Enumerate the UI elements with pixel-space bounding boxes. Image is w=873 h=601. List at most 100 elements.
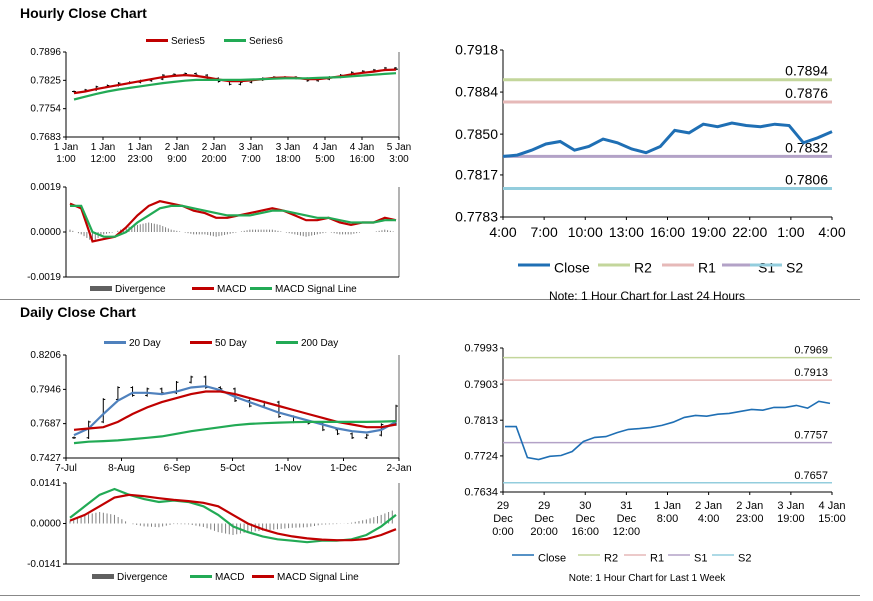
x-tick-label: 18:00 — [275, 154, 300, 165]
x-tick-label: 7:00 — [241, 154, 261, 165]
level-label-r2: 0.7969 — [794, 345, 828, 357]
level-label-s2: 0.7657 — [794, 470, 828, 482]
y-tick-label: 0.0000 — [30, 519, 61, 530]
y-tick-label: 0.7724 — [464, 451, 498, 463]
y-tick-label: 0.7754 — [30, 104, 61, 115]
x-tick-label: 7-Jul — [55, 463, 77, 474]
x-tick-label: 20:00 — [201, 154, 226, 165]
legend-label-series6: Series6 — [249, 36, 283, 47]
level-label-s1: 0.7832 — [785, 139, 828, 155]
x-tick-label: 4:00 — [698, 513, 719, 525]
close-line — [502, 121, 833, 158]
legend-label-s1: S1 — [694, 553, 707, 565]
x-tick-label: 8:00 — [657, 513, 678, 525]
chart-note: Note: 1 Hour Chart for Last 1 Week — [569, 573, 727, 584]
y-tick-label: 0.7993 — [464, 343, 498, 355]
legend-label-r1: R1 — [650, 553, 664, 565]
legend-label-s2: S2 — [738, 553, 751, 565]
x-tick-label: 2 Jan — [202, 142, 226, 153]
x-tick-label: Dec — [617, 513, 637, 525]
y-tick-label: 0.7884 — [455, 84, 498, 100]
legend-label-r2: R2 — [634, 260, 652, 276]
legend-label-close: Close — [554, 260, 590, 276]
x-tick-label: 19:00 — [777, 513, 805, 525]
x-tick-label: 1 Jan — [654, 500, 681, 512]
level-label-r1: 0.7913 — [794, 367, 828, 379]
y-tick-label: 0.7634 — [464, 487, 498, 499]
x-tick-label: 5-Oct — [220, 463, 245, 474]
legend-label-macd: MACD — [215, 572, 244, 583]
x-tick-label: 3 Jan — [777, 500, 804, 512]
level-label-s1: 0.7757 — [794, 430, 828, 442]
daily-section-title: Daily Close Chart — [20, 304, 136, 320]
legend-label-r1: R1 — [698, 260, 716, 276]
x-tick-label: 12:00 — [613, 526, 641, 538]
x-tick-label: 2 Jan — [165, 142, 189, 153]
y-tick-label: 0.0019 — [30, 182, 61, 193]
x-tick-label: 3 Jan — [239, 142, 263, 153]
x-tick-label: 2 Jan — [695, 500, 722, 512]
legend-label-s2: S2 — [786, 260, 803, 276]
legend-label-signal: MACD Signal Line — [277, 572, 359, 583]
x-tick-label: 4 Jan — [819, 500, 846, 512]
hourly-section-title: Hourly Close Chart — [20, 5, 147, 21]
legend-label-r2: R2 — [604, 553, 618, 565]
day20-line — [73, 385, 397, 437]
x-tick-label: 20:00 — [530, 526, 558, 538]
series6-line — [73, 72, 397, 101]
level-label-r2: 0.7894 — [785, 63, 828, 79]
legend-label-divergence: Divergence — [117, 572, 168, 583]
y-tick-label: 0.7896 — [30, 47, 61, 58]
y-tick-label: 0.7850 — [455, 126, 498, 142]
y-tick-label: -0.0141 — [27, 559, 61, 570]
x-tick-label: 1-Nov — [275, 463, 302, 474]
macd-signal-line — [69, 493, 397, 542]
x-tick-label: 13:00 — [609, 224, 644, 240]
y-tick-label: 0.7683 — [30, 132, 61, 143]
x-tick-label: 2-Jan — [386, 463, 411, 474]
x-tick-label: 4 Jan — [313, 142, 337, 153]
x-tick-label: 5 Jan — [387, 142, 411, 153]
y-tick-label: 0.7825 — [30, 75, 61, 86]
x-tick-label: 7:00 — [531, 224, 558, 240]
x-tick-label: 23:00 — [127, 154, 152, 165]
y-tick-label: 0.7817 — [455, 167, 498, 183]
x-tick-label: 3 Jan — [276, 142, 300, 153]
x-tick-label: 12:00 — [90, 154, 115, 165]
x-tick-label: 1 Jan — [128, 142, 152, 153]
y-tick-label: 0.7813 — [464, 415, 498, 427]
x-tick-label: Dec — [493, 513, 513, 525]
section-divider-top — [0, 299, 860, 300]
close-line — [505, 400, 831, 461]
x-tick-label: 19:00 — [691, 224, 726, 240]
section-divider-bottom — [0, 595, 860, 596]
x-tick-label: 1:00 — [777, 224, 804, 240]
y-tick-label: 0.7427 — [30, 453, 61, 464]
x-tick-label: 29 — [538, 500, 550, 512]
x-tick-label: 5:00 — [315, 154, 335, 165]
x-tick-label: 3:00 — [389, 154, 409, 165]
x-tick-label: 1 Jan — [91, 142, 115, 153]
legend-label-d50: 50 Day — [215, 338, 247, 349]
legend-label-macd: MACD — [217, 284, 246, 295]
macd-line — [69, 200, 397, 243]
x-tick-label: 6-Sep — [164, 463, 191, 474]
x-tick-label: 16:00 — [349, 154, 374, 165]
legend-label-d200: 200 Day — [301, 338, 338, 349]
legend-label-d20: 20 Day — [129, 338, 161, 349]
x-tick-label: 0:00 — [492, 526, 513, 538]
x-tick-label: Dec — [575, 513, 595, 525]
chart-note: Note: 1 Hour Chart for Last 24 Hours — [549, 289, 745, 303]
y-tick-label: 0.0141 — [30, 478, 61, 489]
x-tick-label: 29 — [497, 500, 509, 512]
x-tick-label: 10:00 — [568, 224, 603, 240]
y-tick-label: 0.7918 — [455, 42, 498, 58]
y-tick-label: 0.7903 — [464, 379, 498, 391]
y-tick-label: 0.8206 — [30, 350, 61, 361]
